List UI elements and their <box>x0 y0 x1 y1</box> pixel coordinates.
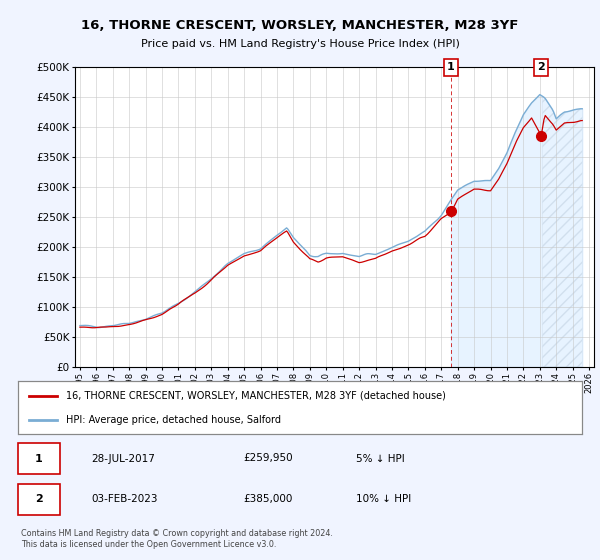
Text: Contains HM Land Registry data © Crown copyright and database right 2024.
This d: Contains HM Land Registry data © Crown c… <box>21 529 333 549</box>
Text: £385,000: £385,000 <box>244 494 293 505</box>
Text: 2: 2 <box>538 62 545 72</box>
Text: 16, THORNE CRESCENT, WORSLEY, MANCHESTER, M28 3YF: 16, THORNE CRESCENT, WORSLEY, MANCHESTER… <box>82 18 518 32</box>
Text: 1: 1 <box>35 454 43 464</box>
Text: 5% ↓ HPI: 5% ↓ HPI <box>356 454 405 464</box>
Text: 10% ↓ HPI: 10% ↓ HPI <box>356 494 412 505</box>
Text: 1: 1 <box>447 62 455 72</box>
Text: Price paid vs. HM Land Registry's House Price Index (HPI): Price paid vs. HM Land Registry's House … <box>140 39 460 49</box>
FancyBboxPatch shape <box>18 484 60 515</box>
Text: 03-FEB-2023: 03-FEB-2023 <box>91 494 158 505</box>
Text: 2: 2 <box>35 494 43 505</box>
Text: HPI: Average price, detached house, Salford: HPI: Average price, detached house, Salf… <box>66 415 281 425</box>
FancyBboxPatch shape <box>18 443 60 474</box>
Text: 16, THORNE CRESCENT, WORSLEY, MANCHESTER, M28 3YF (detached house): 16, THORNE CRESCENT, WORSLEY, MANCHESTER… <box>66 391 446 401</box>
Text: £259,950: £259,950 <box>244 454 293 464</box>
Text: 28-JUL-2017: 28-JUL-2017 <box>91 454 155 464</box>
